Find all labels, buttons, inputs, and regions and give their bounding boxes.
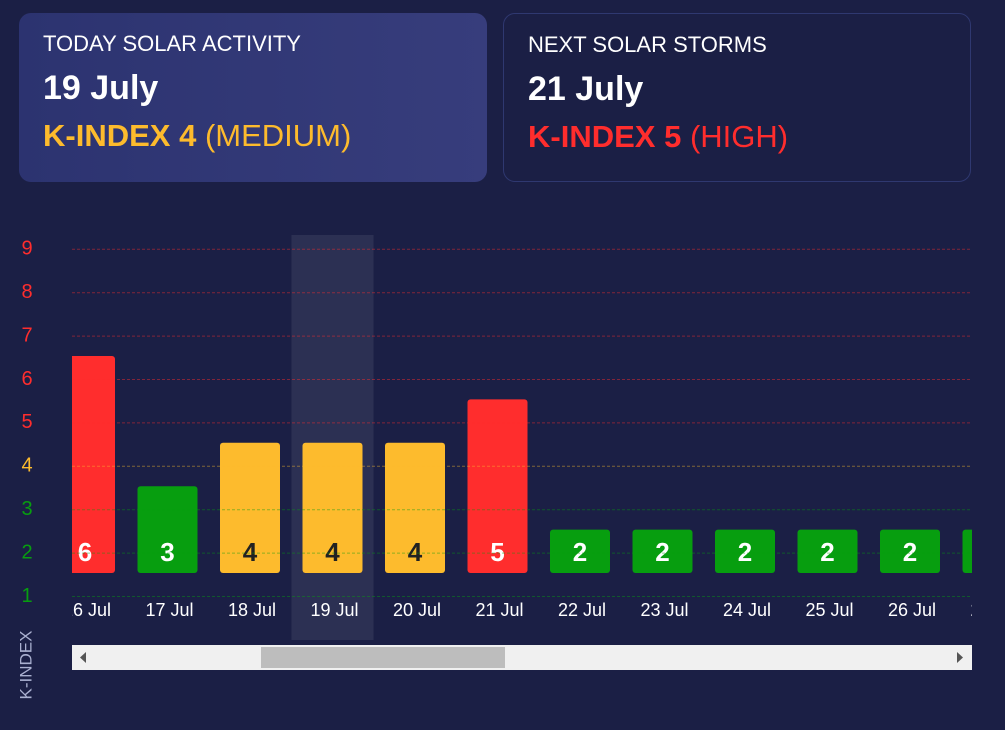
bar xyxy=(137,486,198,573)
card-date: 21 July xyxy=(528,70,644,108)
bar xyxy=(962,529,972,573)
card-kindex: K-INDEX 5 (HIGH) xyxy=(528,119,946,155)
x-tick-label: 23 Jul xyxy=(640,600,688,620)
y-tick-label: 8 xyxy=(21,281,32,303)
value-label: 4 xyxy=(408,537,423,567)
y-tick-label: 4 xyxy=(21,455,32,477)
scroll-right[interactable] xyxy=(957,652,963,663)
card-title: NEXT SOLAR STORMS xyxy=(528,32,767,57)
value-label: 3 xyxy=(160,537,174,567)
bar xyxy=(385,442,445,573)
selected-column xyxy=(291,235,374,640)
x-tick-label: 24 Jul xyxy=(723,600,771,620)
value-label: 6 xyxy=(78,537,92,567)
x-tick-label: 21 Jul xyxy=(475,600,523,620)
bar xyxy=(550,529,610,573)
value-label: 2 xyxy=(985,537,999,567)
level: (MEDIUM) xyxy=(204,118,352,153)
x-tick-label: 19 Jul xyxy=(310,600,358,620)
value-label: 2 xyxy=(820,537,834,567)
x-tick-label: 18 Jul xyxy=(228,600,276,620)
value-label: 2 xyxy=(655,537,669,567)
value-label: 2 xyxy=(573,537,587,567)
level: (HIGH) xyxy=(689,119,789,154)
y-axis-label: K-INDEX xyxy=(16,631,35,700)
value-label: 2 xyxy=(903,537,917,567)
card-kindex: K-INDEX 4 (MEDIUM) xyxy=(43,118,463,154)
y-tick-label: 5 xyxy=(21,411,32,433)
y-tick-label: 3 xyxy=(21,498,32,520)
scroll-thumb[interactable] xyxy=(261,647,505,668)
bar xyxy=(72,356,115,573)
y-tick-label: 7 xyxy=(21,324,32,346)
y-tick-label: 9 xyxy=(21,238,32,260)
scroll-track[interactable] xyxy=(72,645,972,670)
x-tick-label: 22 Jul xyxy=(558,600,606,620)
value-label: 5 xyxy=(490,537,504,567)
value-label: 4 xyxy=(243,537,258,567)
card-title: TODAY SOLAR ACTIVITY xyxy=(43,31,301,56)
bar xyxy=(715,529,775,573)
y-tick-label: 2 xyxy=(21,541,32,563)
next-card: NEXT SOLAR STORMS 21 July K-INDEX 5 (HIG… xyxy=(503,13,971,182)
bar xyxy=(467,399,528,573)
bar xyxy=(302,442,363,573)
bar xyxy=(797,529,858,573)
value-label: 4 xyxy=(325,537,340,567)
x-tick-label: 16 Jul xyxy=(63,600,111,620)
x-tick-label: 26 Jul xyxy=(888,600,936,620)
x-tick-label: 20 Jul xyxy=(393,600,441,620)
plot-area: 6 16 Jul 3 17 Jul 4 18 Jul 4 19 Jul 4 20 Jul 5 21 J… xyxy=(63,235,1005,640)
x-tick-label: 25 Jul xyxy=(805,600,853,620)
scroll-left[interactable] xyxy=(80,652,86,663)
kindex: K-INDEX 5 xyxy=(528,119,682,154)
y-tick-label: 6 xyxy=(21,368,32,390)
bar xyxy=(220,442,280,573)
scrollbar[interactable] xyxy=(72,645,972,670)
bar xyxy=(632,529,693,573)
kindex: K-INDEX 4 xyxy=(43,118,197,153)
today-card: TODAY SOLAR ACTIVITY 19 July K-INDEX 4 (… xyxy=(19,13,487,182)
y-tick-label: 1 xyxy=(21,585,32,607)
value-label: 2 xyxy=(738,537,752,567)
x-tick-label: 27 Jul xyxy=(970,600,1005,620)
card-date: 19 July xyxy=(43,69,159,107)
bar xyxy=(880,529,940,573)
x-tick-label: 17 Jul xyxy=(145,600,193,620)
